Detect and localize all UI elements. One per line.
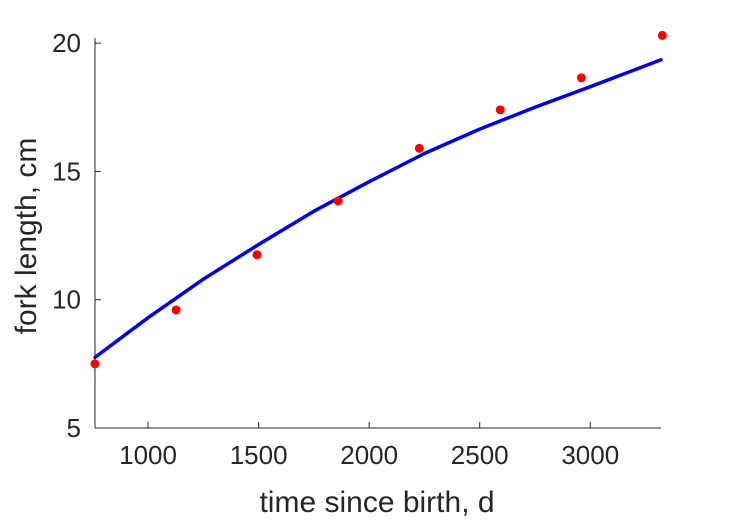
x-axis-ticks: 1000 1500 2000 2500 3000: [119, 422, 619, 470]
y-axis-label: fork length, cm: [10, 138, 43, 335]
x-tick-label: 1500: [230, 440, 288, 470]
data-point: [414, 143, 424, 153]
axes: [94, 38, 661, 429]
y-axis-ticks: 5 10 15 20: [52, 28, 101, 443]
y-tick-label: 20: [52, 28, 81, 58]
data-point: [171, 305, 181, 315]
data-point: [495, 105, 505, 115]
x-tick-label: 1000: [119, 440, 177, 470]
y-tick-label: 5: [67, 413, 81, 443]
data-point: [333, 196, 343, 206]
x-axis-label: time since birth, d: [259, 486, 494, 519]
fit-curve: [93, 58, 663, 360]
x-tick-label: 2500: [451, 440, 509, 470]
x-tick-label: 2000: [340, 440, 398, 470]
x-tick-label: 3000: [561, 440, 619, 470]
y-tick-label: 10: [52, 285, 81, 315]
y-tick-label: 15: [52, 156, 81, 186]
data-point: [252, 250, 262, 260]
data-point: [657, 30, 667, 40]
plot-area: [90, 30, 667, 369]
data-point: [90, 359, 100, 369]
data-point: [576, 73, 586, 83]
